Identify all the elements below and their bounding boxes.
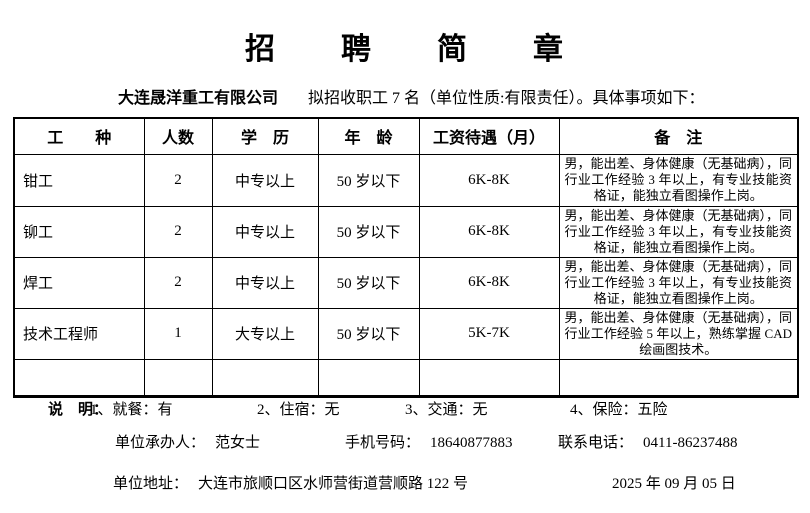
note-item-lodging: 2、住宿：无 <box>257 402 340 418</box>
note-item-insurance: 4、保险：五险 <box>570 402 668 418</box>
phone-group: 联系电话： 0411-86237488 <box>558 431 737 452</box>
col-header-education: 学 历 <box>211 117 319 155</box>
cell-remark: 男，能出差、身体健康（无基础病），同行业工作经验 3 年以上，有专业技能资格证，… <box>558 256 799 309</box>
address-value: 大连市旅顺口区水师营街道营顺路 122 号 <box>198 476 469 492</box>
cell-remark: 男，能出差、身体健康（无基础病），同行业工作经验 3 年以上，有专业技能资格证，… <box>558 153 799 207</box>
cell-job: 钳工 <box>13 153 145 207</box>
cell-education: 中专以上 <box>211 256 319 309</box>
cell-age: 50 岁以下 <box>317 307 420 360</box>
phone-number: 0411-86237488 <box>643 435 738 451</box>
contact-line: 单位承办人： 范女士 手机号码： 18640877883 联系电话： 0411-862… <box>0 431 810 452</box>
cell-age: 50 岁以下 <box>317 256 420 309</box>
col-header-salary: 工资待遇（月） <box>418 117 560 155</box>
address-label: 单位地址： <box>113 476 189 492</box>
intro-line: 大连晟洋重工有限公司 拟招收职工 7 名（单位性质:有限责任）。具体事项如下： <box>118 84 798 108</box>
cell-age <box>317 358 420 397</box>
col-header-count: 人数 <box>143 117 213 155</box>
company-name: 大连晟洋重工有限公司 <box>118 90 279 107</box>
handler-name: 范女士 <box>215 435 261 451</box>
cell-count: 2 <box>143 153 213 207</box>
cell-age: 50 岁以下 <box>317 205 420 258</box>
col-header-remark: 备 注 <box>558 117 799 155</box>
cell-salary <box>418 358 560 397</box>
table-row-empty <box>13 358 799 397</box>
table-row: 焊工 2 中专以上 50 岁以下 6K-8K 男，能出差、身体健康（无基础病），… <box>13 256 799 309</box>
notes-line: 说 明： 1、就餐：有 2、住宿：无 3、交通：无 4、保险：五险 <box>0 398 810 418</box>
cell-job: 焊工 <box>13 256 145 309</box>
cell-job: 铆工 <box>13 205 145 258</box>
cell-salary: 6K-8K <box>418 256 560 309</box>
document-date: 2025 年 09 月 05 日 <box>612 476 736 492</box>
cell-age: 50 岁以下 <box>317 153 420 207</box>
col-header-age: 年 龄 <box>317 117 420 155</box>
table-row: 铆工 2 中专以上 50 岁以下 6K-8K 男，能出差、身体健康（无基础病），… <box>13 205 799 258</box>
notes-label: 说 明： <box>48 402 109 418</box>
table-row: 技术工程师 1 大专以上 50 岁以下 5K-7K 男，能出差、身体健康（无基础… <box>13 307 799 360</box>
footer-line: 单位地址： 大连市旅顺口区水师营街道营顺路 122 号 2025 年 09 月 0… <box>0 472 810 493</box>
cell-remark: 男，能出差、身体健康（无基础病），同行业工作经验 5 年以上，熟练掌握 CAD … <box>558 307 799 360</box>
cell-education <box>211 358 319 397</box>
phone-label: 联系电话： <box>558 435 634 451</box>
mobile-number: 18640877883 <box>430 435 513 451</box>
handler-group: 单位承办人： 范女士 <box>115 431 260 452</box>
cell-salary: 6K-8K <box>418 153 560 207</box>
mobile-label: 手机号码： <box>345 435 421 451</box>
cell-salary: 6K-8K <box>418 205 560 258</box>
cell-count <box>143 358 213 397</box>
table-row: 钳工 2 中专以上 50 岁以下 6K-8K 男，能出差、身体健康（无基础病），… <box>13 153 799 207</box>
mobile-group: 手机号码： 18640877883 <box>345 431 513 452</box>
cell-count: 2 <box>143 205 213 258</box>
col-header-job: 工 种 <box>13 117 145 155</box>
cell-education: 中专以上 <box>211 205 319 258</box>
cell-job: 技术工程师 <box>13 307 145 360</box>
cell-salary: 5K-7K <box>418 307 560 360</box>
table-header-row: 工 种 人数 学 历 年 龄 工资待遇（月） 备 注 <box>13 117 799 155</box>
note-item-transport: 3、交通：无 <box>405 402 488 418</box>
cell-job <box>13 358 145 397</box>
page-title: 招 聘 简 章 <box>245 33 565 66</box>
cell-count: 2 <box>143 256 213 309</box>
cell-remark <box>558 358 799 397</box>
intro-text: 拟招收职工 7 名（单位性质:有限责任）。具体事项如下： <box>308 90 705 107</box>
cell-remark: 男，能出差、身体健康（无基础病），同行业工作经验 3 年以上，有专业技能资格证，… <box>558 205 799 258</box>
address-group: 单位地址： 大连市旅顺口区水师营街道营顺路 122 号 <box>113 472 468 493</box>
note-item-meals: 1、就餐：有 <box>90 402 173 418</box>
jobs-table: 工 种 人数 学 历 年 龄 工资待遇（月） 备 注 钳工 2 中专以上 50 … <box>13 117 799 398</box>
cell-count: 1 <box>143 307 213 360</box>
handler-label: 单位承办人： <box>115 435 206 451</box>
cell-education: 中专以上 <box>211 153 319 207</box>
cell-education: 大专以上 <box>211 307 319 360</box>
